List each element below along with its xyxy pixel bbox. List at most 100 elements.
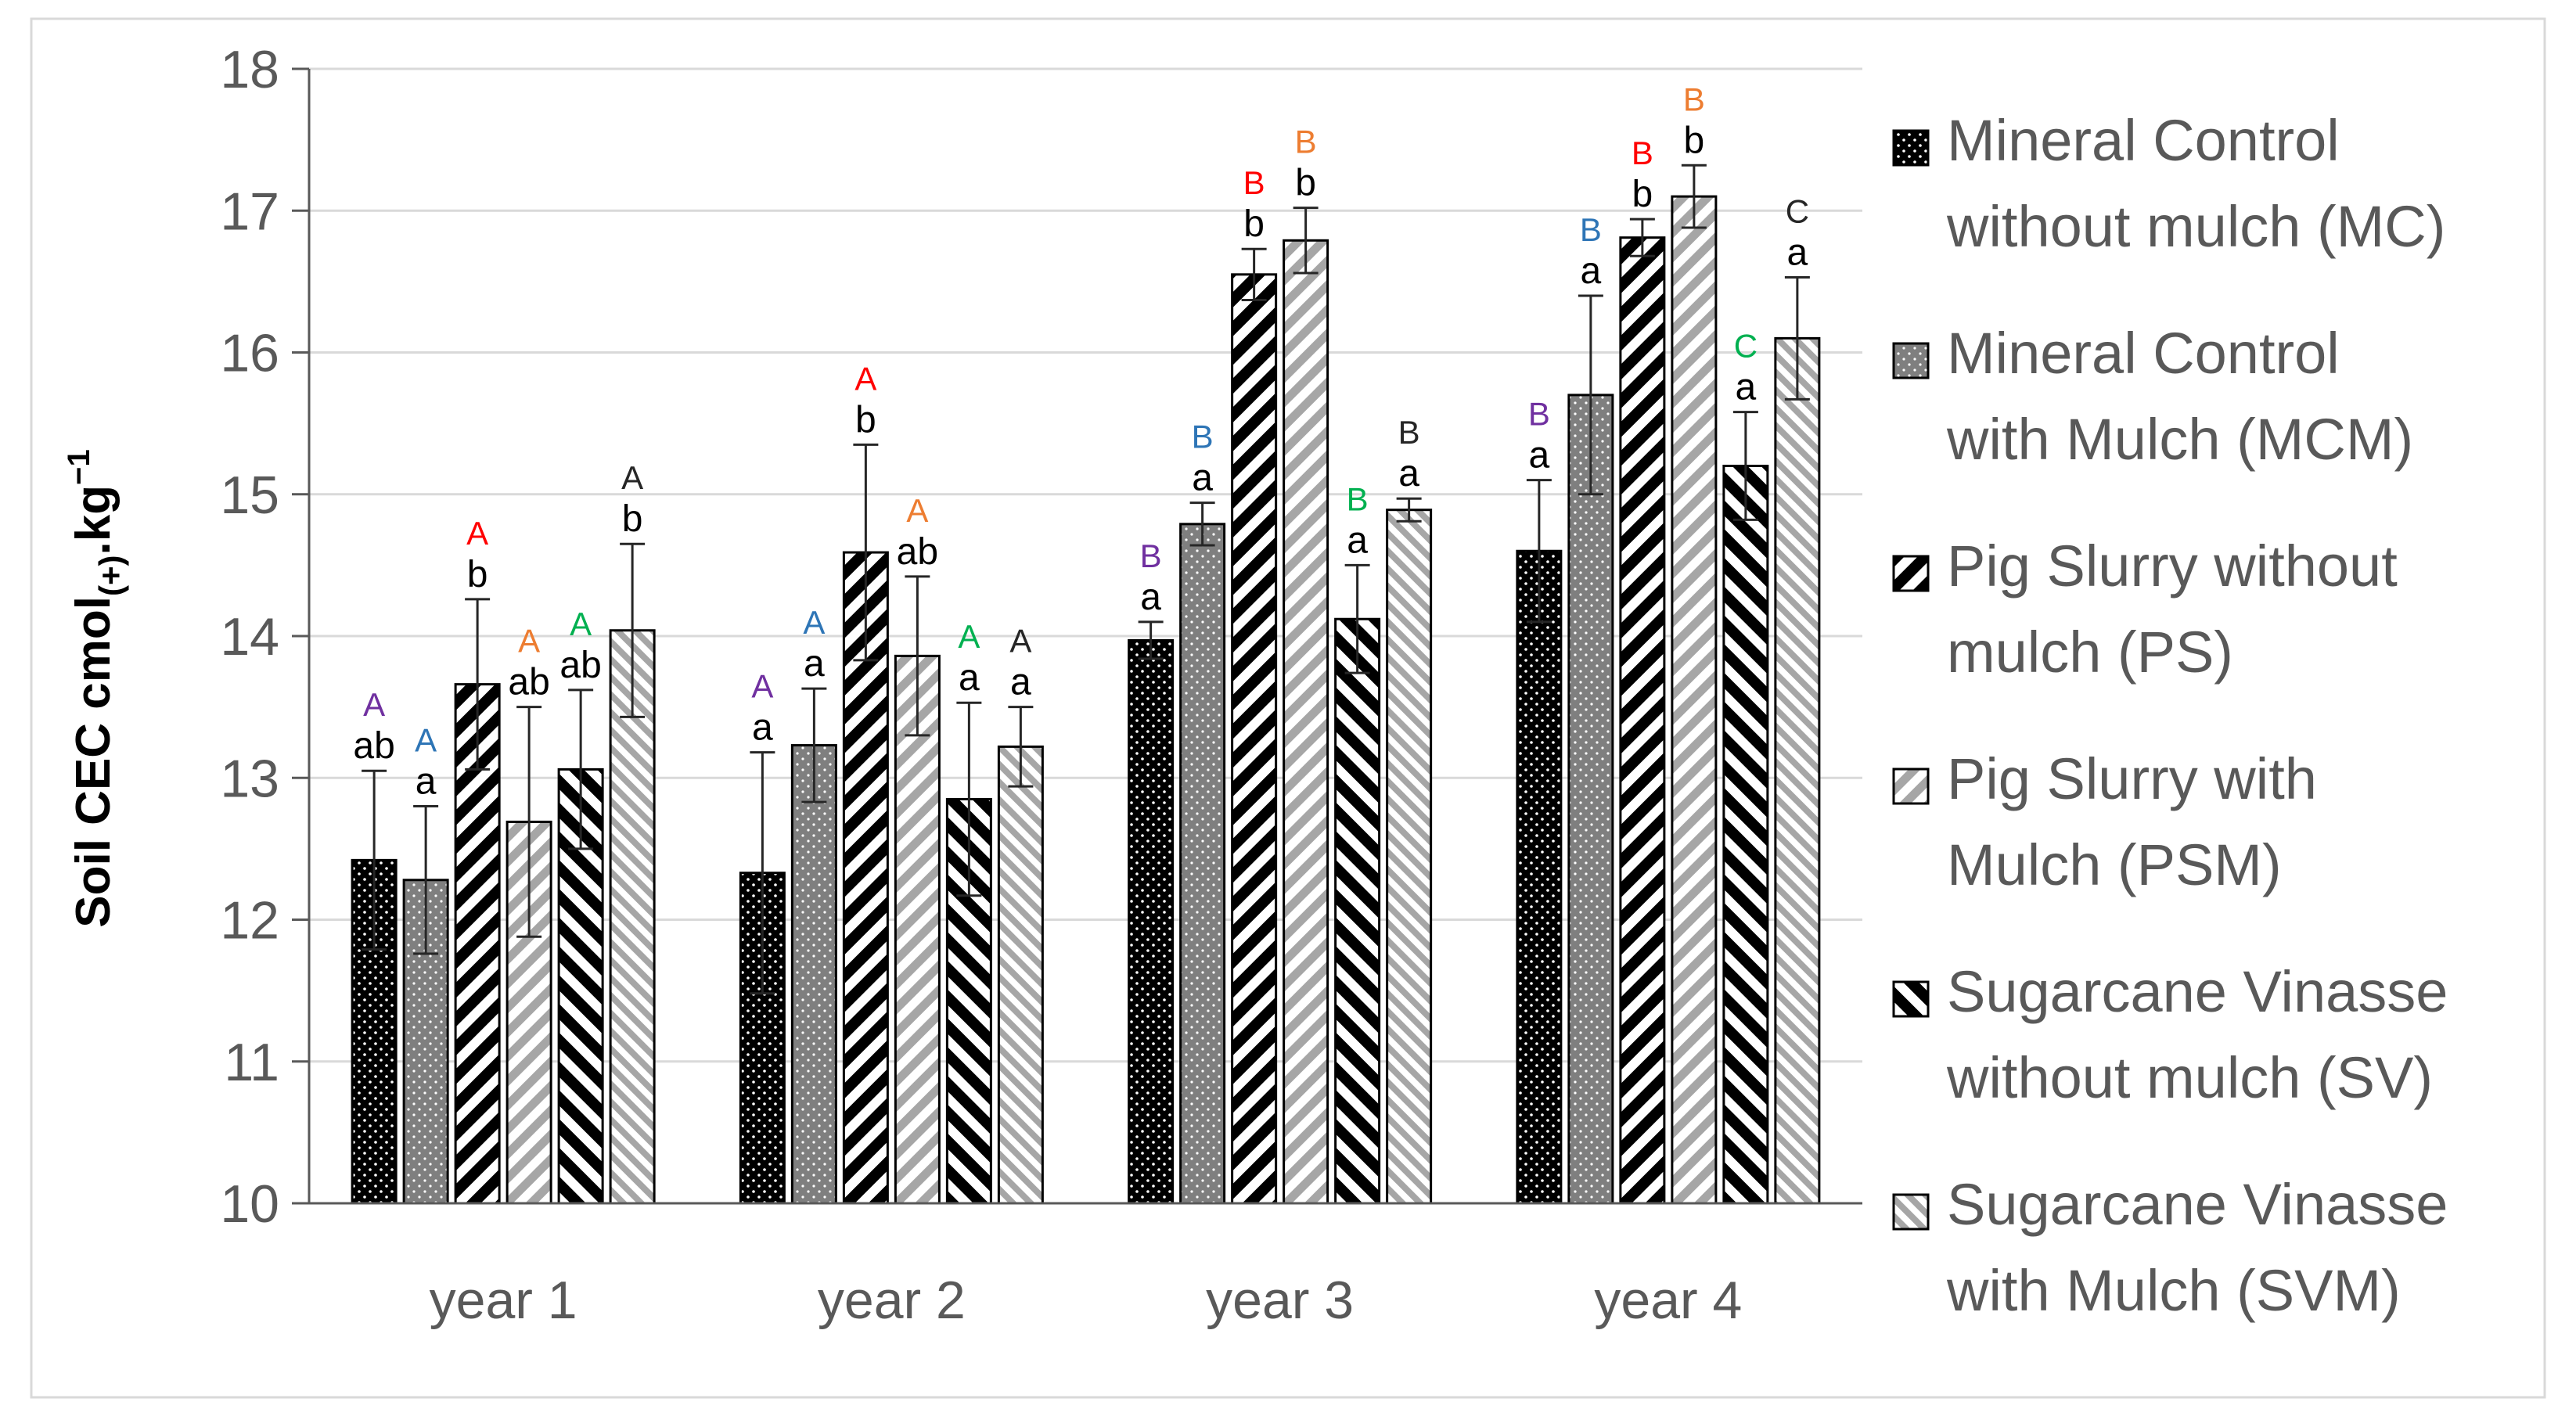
y-axis-title-sub: (+) bbox=[92, 555, 129, 596]
significance-letter: b bbox=[1243, 203, 1265, 245]
significance-letter-upper: B bbox=[1632, 135, 1653, 171]
y-axis-title-main: Soil CEC cmol bbox=[67, 596, 121, 928]
significance-letter: ab bbox=[353, 725, 394, 767]
y-tick-label: 12 bbox=[220, 891, 279, 951]
significance-letter-upper: B bbox=[1580, 211, 1602, 248]
legend-swatch bbox=[1892, 342, 1930, 379]
significance-letter: ab bbox=[897, 531, 938, 573]
bar bbox=[1334, 617, 1381, 1205]
y-tick-label: 17 bbox=[220, 182, 279, 241]
significance-letter: a bbox=[1192, 458, 1213, 499]
significance-letter: b bbox=[1632, 174, 1653, 215]
bar bbox=[609, 629, 656, 1205]
significance-letter: b bbox=[467, 554, 488, 595]
significance-letter: a bbox=[1736, 367, 1757, 408]
significance-letter-upper: A bbox=[415, 722, 437, 759]
bar bbox=[1722, 465, 1769, 1205]
y-axis-title: Soil CEC cmol(+).kg−1 bbox=[62, 449, 129, 927]
y-tick-label: 14 bbox=[220, 607, 279, 667]
significance-letter: b bbox=[1684, 120, 1705, 161]
legend-entry-label: without mulch (SV) bbox=[1946, 1045, 2433, 1110]
bar bbox=[1774, 336, 1821, 1205]
legend-entry-label: Sugarcane Vinasse bbox=[1947, 959, 2448, 1024]
bar bbox=[790, 744, 837, 1205]
significance-letter: a bbox=[1581, 250, 1602, 292]
significance-letter-upper: A bbox=[466, 515, 488, 552]
significance-letter: ab bbox=[508, 662, 549, 703]
significance-letter-upper: C bbox=[1786, 192, 1809, 229]
legend: Mineral Control without mulch (MC) Mineral… bbox=[1892, 108, 2448, 1323]
bar bbox=[1231, 273, 1278, 1205]
bar bbox=[1516, 549, 1563, 1205]
legend-swatch bbox=[1892, 129, 1930, 167]
significance-letter-upper: B bbox=[1295, 124, 1317, 160]
bar bbox=[1128, 638, 1175, 1205]
significance-letter-upper: A bbox=[854, 360, 876, 397]
significance-letter-upper: B bbox=[1347, 480, 1369, 517]
y-tick-label: 13 bbox=[220, 749, 279, 808]
y-tick-label: 18 bbox=[220, 40, 279, 99]
significance-letter: a bbox=[1398, 453, 1419, 494]
bar bbox=[1671, 195, 1718, 1205]
significance-letter: a bbox=[959, 657, 980, 699]
significance-letter-upper: C bbox=[1734, 328, 1758, 365]
legend-entry-label: Mineral Control bbox=[1947, 321, 2340, 386]
significance-letter-upper: B bbox=[1140, 537, 1162, 574]
significance-letter-upper: A bbox=[363, 686, 385, 723]
bar bbox=[894, 654, 941, 1205]
bar bbox=[997, 745, 1044, 1205]
legend-entry-label: Pig Slurry with bbox=[1947, 746, 2317, 811]
significance-letter: a bbox=[1787, 232, 1808, 273]
significance-letter: b bbox=[622, 498, 643, 540]
y-axis-title-sup: −1 bbox=[62, 449, 96, 485]
significance-letter-upper: A bbox=[803, 604, 825, 641]
legend-swatch bbox=[1892, 768, 1930, 805]
x-tick-label: year 2 bbox=[818, 1271, 966, 1330]
bar bbox=[454, 683, 501, 1205]
significance-letter-upper: B bbox=[1192, 419, 1214, 455]
significance-letter: b bbox=[1295, 163, 1316, 204]
x-tick-label: year 4 bbox=[1594, 1271, 1742, 1330]
y-tick-label: 15 bbox=[220, 466, 279, 525]
significance-letter-upper: B bbox=[1243, 164, 1265, 201]
significance-letter: ab bbox=[559, 645, 601, 686]
significance-letter-upper: B bbox=[1528, 396, 1550, 433]
legend-entry-label: Mineral Control bbox=[1947, 108, 2340, 173]
significance-letter: a bbox=[416, 761, 437, 803]
bar bbox=[1619, 236, 1666, 1205]
legend-entry-label: with Mulch (SVM) bbox=[1946, 1258, 2401, 1323]
significance-letter: a bbox=[1140, 577, 1161, 618]
legend-entry-label: Sugarcane Vinasse bbox=[1947, 1172, 2448, 1237]
legend-swatch bbox=[1892, 555, 1930, 592]
bar bbox=[1567, 394, 1614, 1205]
legend-swatch bbox=[1892, 980, 1930, 1018]
bar bbox=[1386, 509, 1433, 1205]
x-tick-label: year 3 bbox=[1206, 1271, 1354, 1330]
significance-letter-upper: A bbox=[958, 618, 980, 655]
y-tick-label: 11 bbox=[224, 1033, 279, 1092]
x-tick-label: year 1 bbox=[430, 1271, 577, 1330]
bar bbox=[1283, 239, 1329, 1205]
significance-letter-upper: A bbox=[751, 668, 773, 705]
legend-entry-label: mulch (PS) bbox=[1947, 620, 2233, 685]
legend-entry-label: Pig Slurry without bbox=[1947, 534, 2398, 599]
legend-entry-label: without mulch (MC) bbox=[1946, 194, 2445, 259]
y-tick-label: 10 bbox=[220, 1174, 279, 1234]
significance-letter-upper: A bbox=[1009, 623, 1031, 660]
significance-letter: a bbox=[752, 707, 773, 749]
significance-letter-upper: A bbox=[570, 606, 592, 642]
significance-letter: b bbox=[855, 399, 876, 440]
legend-swatch bbox=[1892, 1193, 1930, 1231]
significance-letter: a bbox=[1529, 435, 1550, 476]
significance-letter-upper: B bbox=[1683, 81, 1705, 117]
significance-letter: a bbox=[1010, 662, 1031, 703]
bar bbox=[1179, 523, 1226, 1205]
y-tick-label: 16 bbox=[220, 324, 279, 383]
significance-letter-upper: A bbox=[518, 623, 540, 660]
legend-entry-label: with Mulch (MCM) bbox=[1946, 407, 2413, 472]
legend-entry-label: Mulch (PSM) bbox=[1947, 832, 2282, 897]
significance-letter: a bbox=[1347, 519, 1368, 561]
